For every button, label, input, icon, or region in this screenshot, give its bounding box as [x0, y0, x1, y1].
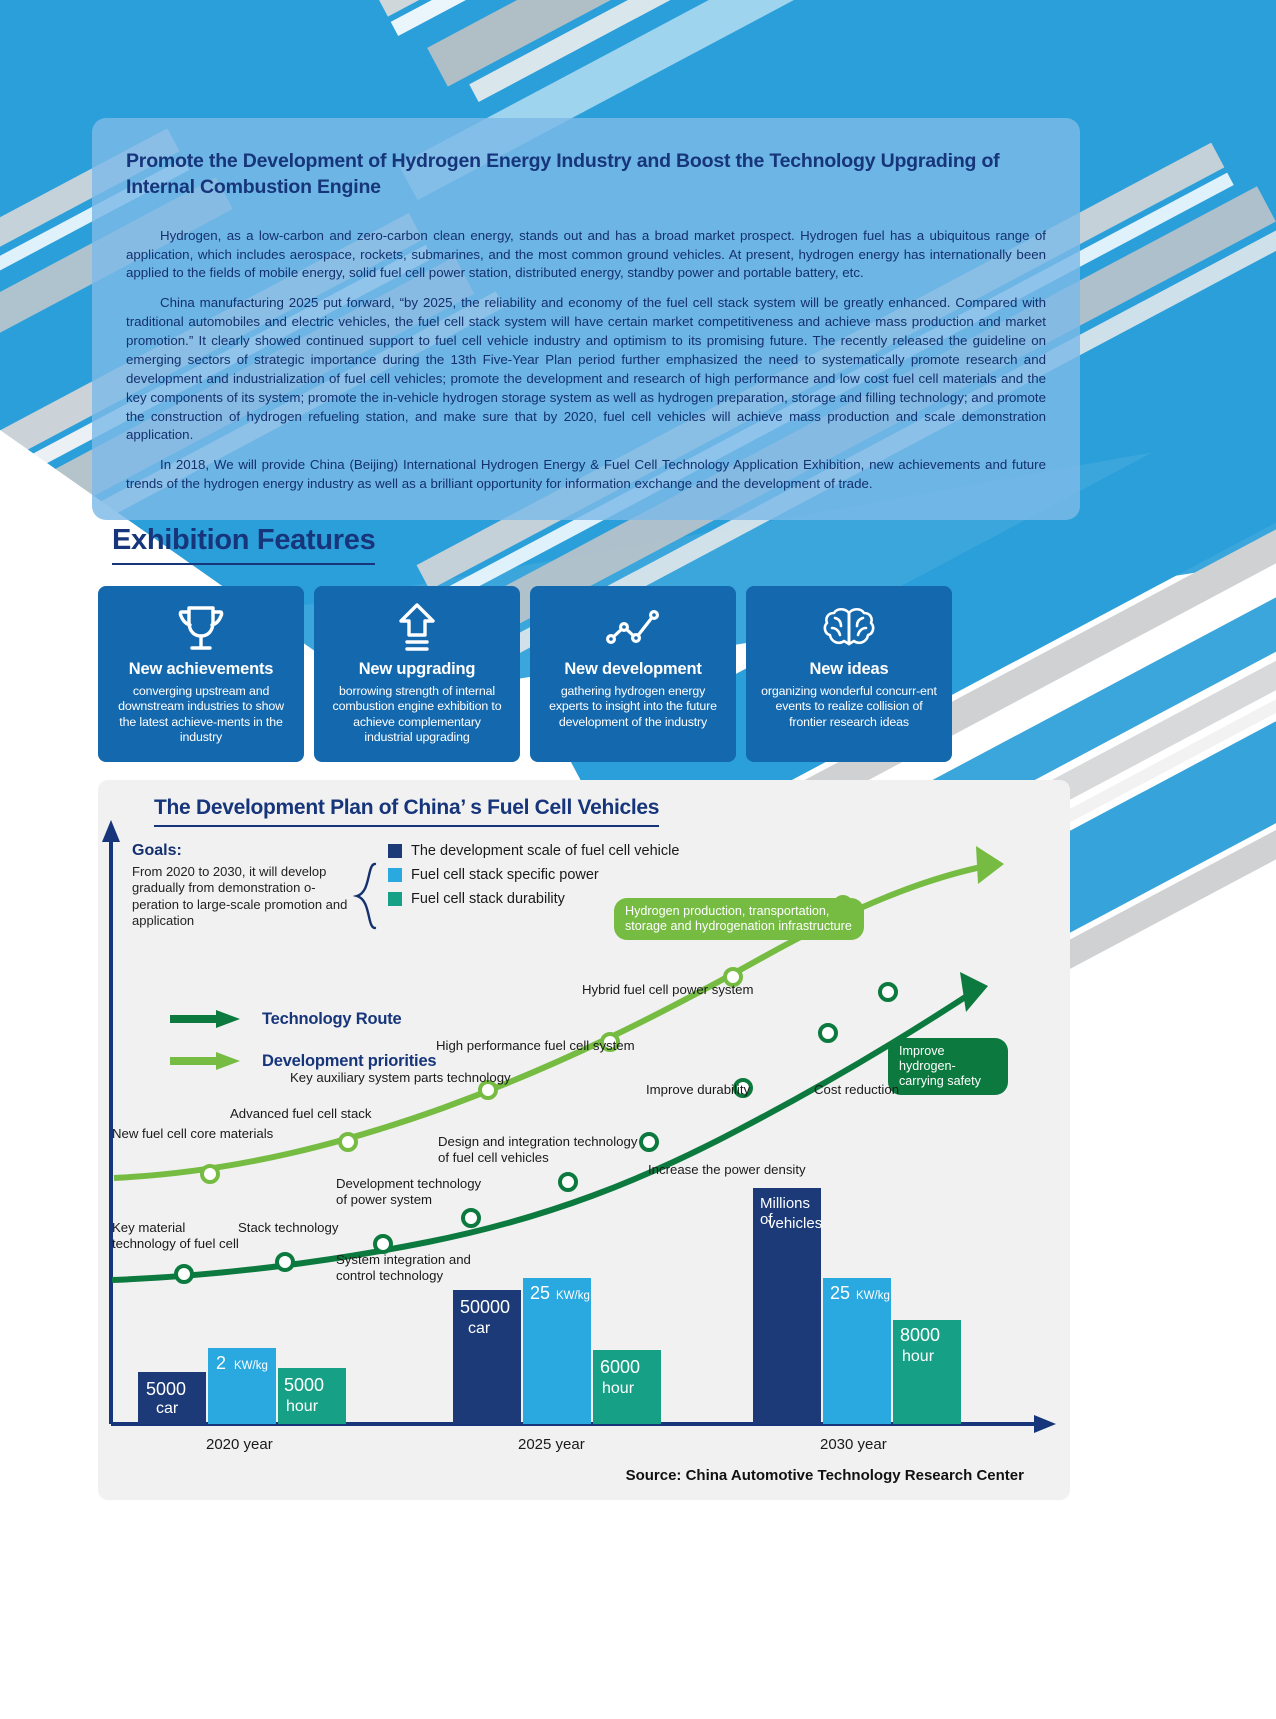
bar-label-2025-durability-value: 6000 — [600, 1357, 641, 1377]
node-label-design-integration-technology: Design and integration technology of fue… — [438, 1134, 638, 1165]
bar-label-2030-vehicle-unit: vehicles — [768, 1215, 823, 1232]
legend-swatch-dark-navy — [388, 844, 402, 858]
bar-2020-durability — [278, 1368, 346, 1424]
chart-source: Source: China Automotive Technology Rese… — [625, 1467, 1024, 1484]
bar-label-2025-durability-unit: hour — [602, 1380, 635, 1397]
legend-swatch-teal — [388, 892, 402, 906]
pill-hydrogen-infrastructure: Hydrogen production, transportation, sto… — [614, 898, 864, 941]
exhibition-features-heading: Exhibition Features — [112, 524, 376, 565]
feature-card-new-development[interactable]: New development gathering hydrogen energ… — [530, 586, 736, 762]
bar-label-2030-durability-value: 8000 — [900, 1325, 941, 1345]
route-legend-label: Development priorities — [262, 1051, 437, 1070]
bar-label-2030-vehicle-value: Millions of — [760, 1195, 811, 1229]
brace-icon — [353, 862, 377, 930]
bar-label-2030-power-value: 25 — [830, 1283, 851, 1303]
legend-item: The development scale of fuel cell vehic… — [388, 843, 679, 859]
node-label-key-auxiliary-system-parts: Key auxiliary system parts technology — [290, 1070, 511, 1085]
bar-2030-vehicle-scale — [753, 1188, 821, 1424]
feature-card-desc: gathering hydrogen energy experts to ins… — [549, 684, 717, 729]
feature-card-new-achievements[interactable]: New achievements converging upstream and… — [98, 586, 304, 762]
legend-label: The development scale of fuel cell vehic… — [411, 843, 680, 859]
bar-2030-specific-power — [823, 1278, 891, 1424]
legend-swatch-light-blue — [388, 868, 402, 882]
development-plan-chart-panel: The Development Plan of China’ s Fuel Ce… — [98, 780, 1070, 1500]
node-label-cost-reduction: Cost reduction — [814, 1082, 900, 1097]
bar-label-2020-durability-unit: hour — [286, 1398, 319, 1415]
x-axis-label-2030: 2030 year — [820, 1436, 887, 1453]
bar-2030-durability — [893, 1320, 961, 1424]
chart-legend: The development scale of fuel cell vehic… — [388, 843, 679, 915]
node-label-improve-durability: Improve durability — [646, 1082, 751, 1097]
node-label-key-material-technology: Key material technology of fuel cell — [112, 1220, 239, 1251]
intro-paragraph-2: China manufacturing 2025 put forward, “b… — [126, 295, 1046, 443]
bar-2025-vehicle-scale — [453, 1290, 521, 1424]
page-title: Promote the Development of Hydrogen Ener… — [126, 150, 1000, 199]
brain-icon — [821, 600, 877, 656]
legend-label: Fuel cell stack durability — [411, 891, 565, 907]
route-legend: Technology Route Development priorities — [168, 1008, 437, 1092]
feature-card-desc: borrowing strength of internal combustio… — [332, 684, 502, 745]
legend-item: Fuel cell stack specific power — [388, 867, 679, 883]
feature-card-title: New achievements — [128, 660, 274, 678]
node-label-increase-power-density: Increase the power density — [648, 1162, 806, 1177]
bar-2020-vehicle-scale — [138, 1372, 206, 1424]
node-label-new-fuel-cell-core-materials: New fuel cell core materials — [112, 1126, 274, 1141]
feature-card-list: New achievements converging upstream and… — [98, 586, 1172, 762]
node-label-hybrid-fuel-cell-power-system: Hybrid fuel cell power system — [582, 982, 754, 997]
legend-item: Fuel cell stack durability — [388, 891, 679, 907]
chart-title: The Development Plan of China’ s Fuel Ce… — [154, 796, 659, 827]
pill-improve-hydrogen-carrying-safety: Improve hydrogen-carrying safety — [888, 1038, 1008, 1096]
technology-route-curve — [111, 972, 988, 1284]
x-axis-label-2020: 2020 year — [206, 1436, 273, 1453]
route-legend-label: Technology Route — [262, 1009, 402, 1028]
bar-label-2025-vehicle-value: 50000 — [460, 1297, 511, 1317]
feature-card-desc: converging upstream and downstream indus… — [118, 684, 284, 745]
trophy-icon — [173, 600, 229, 656]
node-label-system-integration-control: System integration and control technolog… — [336, 1252, 471, 1283]
route-legend-item-development-priorities: Development priorities — [168, 1050, 437, 1072]
bar-label-2020-vehicle-value: 5000 — [146, 1379, 187, 1399]
feature-card-new-upgrading[interactable]: New upgrading borrowing strength of inte… — [314, 586, 520, 762]
bar-label-2030-power-unit: KW/kg — [856, 1290, 890, 1302]
goals-text: From 2020 to 2030, it will develop gradu… — [132, 864, 348, 929]
bar-label-2020-power-value: 2 — [216, 1353, 227, 1373]
bar-label-2025-vehicle-unit: car — [468, 1320, 491, 1337]
light-green-arrow-icon — [170, 1052, 240, 1070]
feature-card-title: New upgrading — [358, 660, 476, 678]
feature-card-title: New ideas — [809, 660, 889, 678]
node-label-development-technology-power-system: Development technology of power system — [336, 1176, 482, 1207]
bar-label-2020-power-unit: KW/kg — [234, 1360, 268, 1372]
upgrade-arrow-icon — [393, 600, 441, 656]
bar-label-2020-vehicle-unit: car — [156, 1400, 179, 1417]
bar-2020-specific-power — [208, 1348, 276, 1424]
bar-2025-durability — [593, 1350, 661, 1424]
bar-label-2030-durability-unit: hour — [902, 1348, 935, 1365]
x-axis-label-2025: 2025 year — [518, 1436, 585, 1453]
route-legend-item-technology-route: Technology Route — [168, 1008, 436, 1030]
feature-card-new-ideas[interactable]: New ideas organizing wonderful concurr-e… — [746, 586, 952, 762]
feature-card-title: New development — [564, 660, 702, 678]
chart-plot-area — [102, 820, 1056, 1433]
bar-label-2025-power-unit: KW/kg — [556, 1290, 590, 1302]
intro-paragraph-1: Hydrogen, as a low-carbon and zero-carbo… — [126, 227, 1046, 281]
goals-label: Goals: — [132, 842, 182, 859]
dark-green-arrow-icon — [170, 1010, 240, 1028]
intro-panel: Promote the Development of Hydrogen Ener… — [92, 118, 1080, 520]
line-chart-icon — [604, 600, 662, 656]
bar-2025-specific-power — [523, 1278, 591, 1424]
bar-label-2025-power-value: 25 — [530, 1283, 551, 1303]
y-axis — [102, 820, 120, 1424]
feature-card-desc: organizing wonderful concurr-ent events … — [761, 684, 937, 729]
node-label-advanced-fuel-cell-stack: Advanced fuel cell stack — [230, 1106, 372, 1121]
node-label-stack-technology: Stack technology — [238, 1220, 339, 1235]
legend-label: Fuel cell stack specific power — [411, 867, 599, 883]
intro-paragraph-3: In 2018, We will provide China (Beijing)… — [126, 457, 1046, 492]
bar-label-2020-durability-value: 5000 — [284, 1375, 325, 1395]
node-label-high-performance-fuel-cell-system: High performance fuel cell system — [436, 1038, 635, 1053]
